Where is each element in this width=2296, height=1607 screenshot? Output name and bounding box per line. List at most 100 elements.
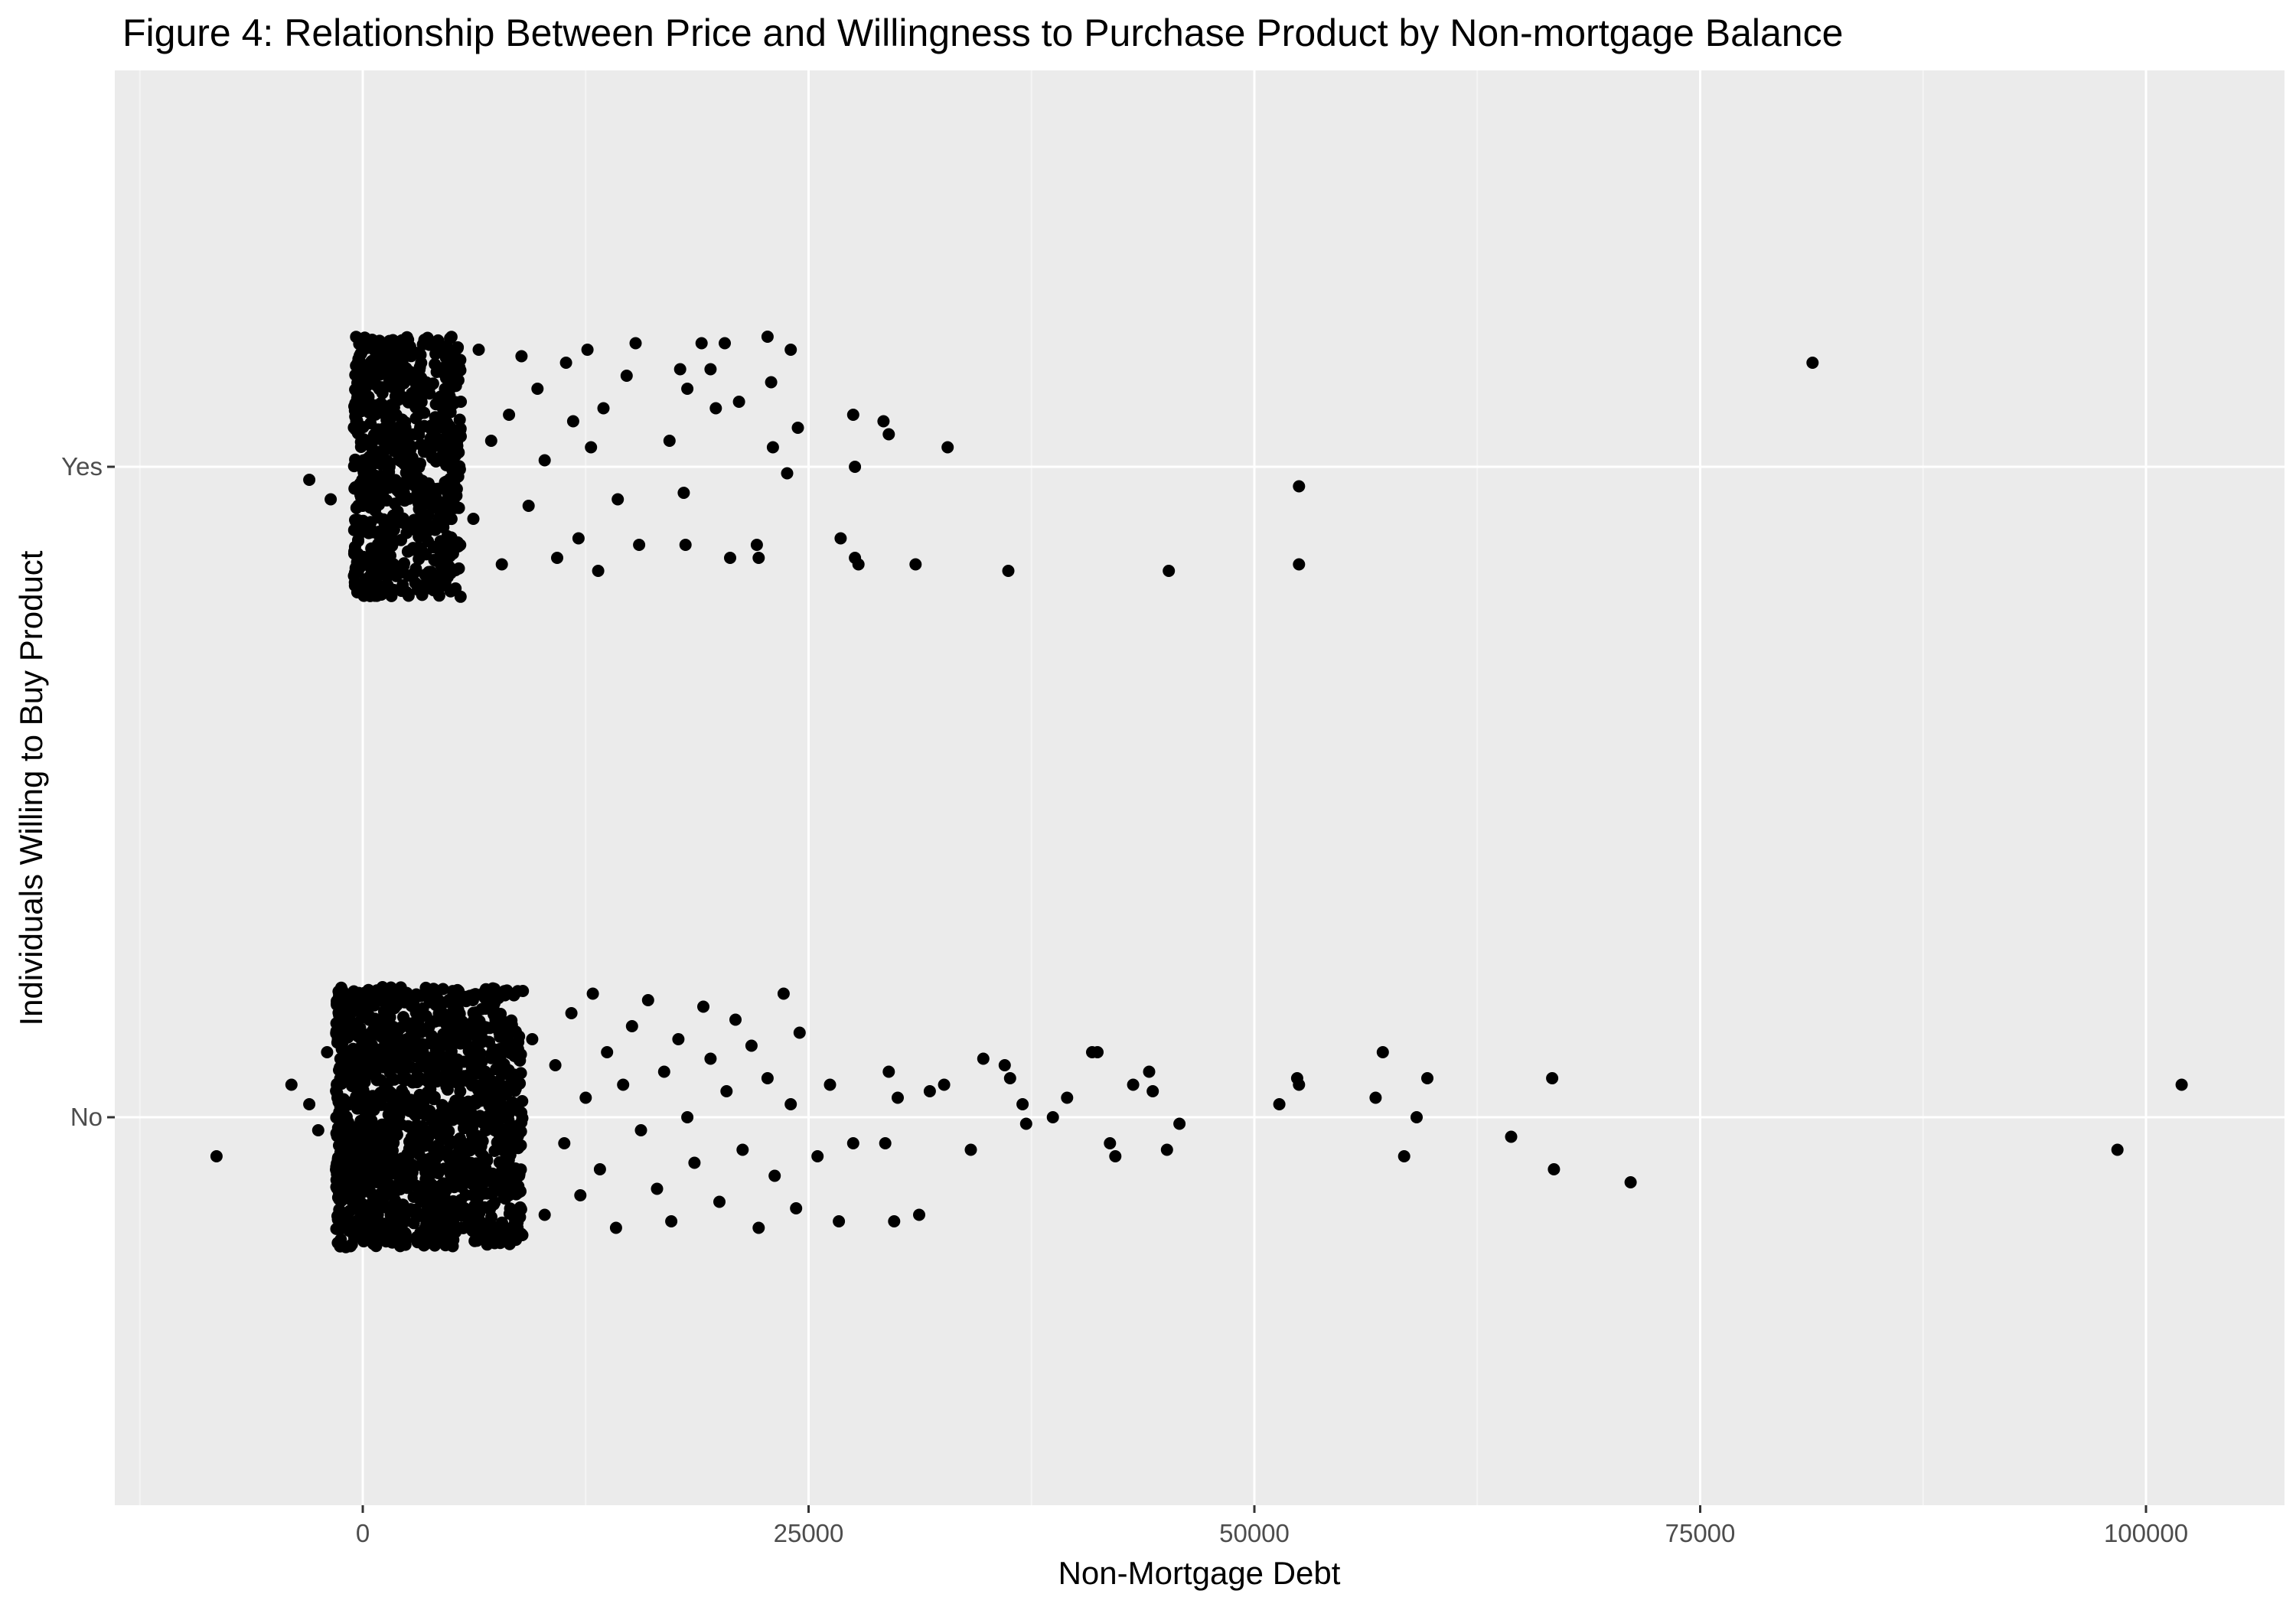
data-point	[442, 996, 455, 1009]
data-point	[657, 1065, 670, 1078]
data-point	[454, 1085, 467, 1098]
data-point	[697, 1000, 709, 1013]
data-point	[377, 359, 390, 372]
data-point	[330, 1163, 343, 1175]
data-point	[332, 1096, 345, 1108]
data-point	[368, 488, 381, 501]
data-point	[398, 1039, 411, 1051]
data-point	[784, 344, 797, 356]
data-point	[365, 497, 378, 510]
data-point	[351, 456, 364, 469]
data-point	[549, 1059, 562, 1071]
data-point	[390, 341, 403, 354]
data-point	[210, 1150, 223, 1162]
data-point	[421, 442, 434, 455]
data-point	[408, 1107, 421, 1120]
data-point	[373, 525, 386, 538]
data-point	[380, 494, 393, 507]
chart-title: Figure 4: Relationship Between Price and…	[122, 11, 1843, 54]
data-point	[1003, 1072, 1016, 1084]
data-point	[371, 1122, 384, 1135]
data-point	[355, 1005, 368, 1018]
data-point	[303, 474, 316, 486]
data-point	[633, 539, 646, 551]
data-point	[892, 1091, 904, 1104]
data-point	[494, 1030, 507, 1043]
data-point	[354, 989, 367, 1002]
data-point	[466, 994, 479, 1006]
data-point	[566, 415, 579, 428]
data-point	[447, 1136, 460, 1149]
data-point	[490, 1019, 503, 1032]
data-point	[1173, 1117, 1186, 1130]
data-point	[369, 469, 382, 482]
data-point	[394, 990, 407, 1003]
data-point	[1293, 1078, 1306, 1091]
data-point	[442, 1054, 455, 1068]
x-axis-ticks: 0 25000 50000 75000 100000	[356, 1505, 2188, 1547]
data-point	[784, 1098, 797, 1110]
data-point	[538, 454, 551, 467]
data-point	[572, 532, 585, 545]
data-point	[752, 1221, 765, 1234]
data-point	[515, 350, 528, 363]
data-point	[823, 1078, 837, 1091]
data-point	[423, 1054, 436, 1068]
data-point	[517, 985, 530, 997]
data-point	[403, 1149, 415, 1162]
data-point	[1421, 1072, 1433, 1084]
data-point	[504, 1149, 517, 1162]
data-point	[354, 1196, 367, 1209]
data-point	[466, 1188, 479, 1201]
data-point	[388, 1117, 401, 1129]
data-point	[360, 1103, 373, 1116]
data-point	[352, 499, 365, 512]
data-point	[511, 1216, 524, 1229]
data-point	[479, 1068, 492, 1081]
plot-panel	[115, 70, 2285, 1505]
data-point	[333, 1064, 345, 1077]
data-point	[408, 1048, 420, 1061]
data-point	[398, 1074, 411, 1087]
data-point	[586, 987, 599, 1000]
data-point	[585, 441, 598, 454]
data-point	[436, 448, 449, 460]
data-point	[359, 573, 372, 586]
data-point	[1104, 1137, 1117, 1149]
x-axis-title: Non-Mortgage Debt	[1058, 1555, 1341, 1591]
data-point	[938, 1078, 951, 1091]
data-point	[913, 1208, 925, 1221]
data-point	[641, 994, 654, 1006]
data-point	[410, 1039, 423, 1052]
data-point	[433, 510, 446, 523]
data-point	[422, 477, 435, 490]
data-point	[367, 1094, 380, 1107]
data-point	[1397, 1150, 1411, 1162]
data-point	[412, 1015, 425, 1028]
data-point	[1061, 1091, 1074, 1104]
data-point	[436, 1224, 449, 1237]
data-point	[1273, 1098, 1286, 1110]
data-point	[450, 1062, 463, 1075]
data-point	[601, 1046, 614, 1058]
data-point	[331, 1078, 344, 1091]
data-point	[378, 539, 390, 551]
data-point	[1002, 565, 1015, 577]
data-point	[454, 590, 467, 603]
data-point	[396, 512, 409, 525]
data-point	[435, 1099, 448, 1112]
data-point	[334, 1233, 347, 1246]
data-point	[333, 1139, 345, 1152]
data-point	[791, 422, 804, 434]
data-point	[1505, 1130, 1518, 1143]
data-point	[370, 990, 383, 1003]
data-point	[480, 993, 492, 1006]
data-point	[398, 494, 411, 507]
data-point	[574, 1189, 587, 1201]
data-point	[506, 1096, 519, 1109]
data-point	[400, 585, 413, 598]
data-point	[336, 1222, 349, 1235]
data-point	[793, 1026, 806, 1039]
data-point	[452, 536, 465, 549]
